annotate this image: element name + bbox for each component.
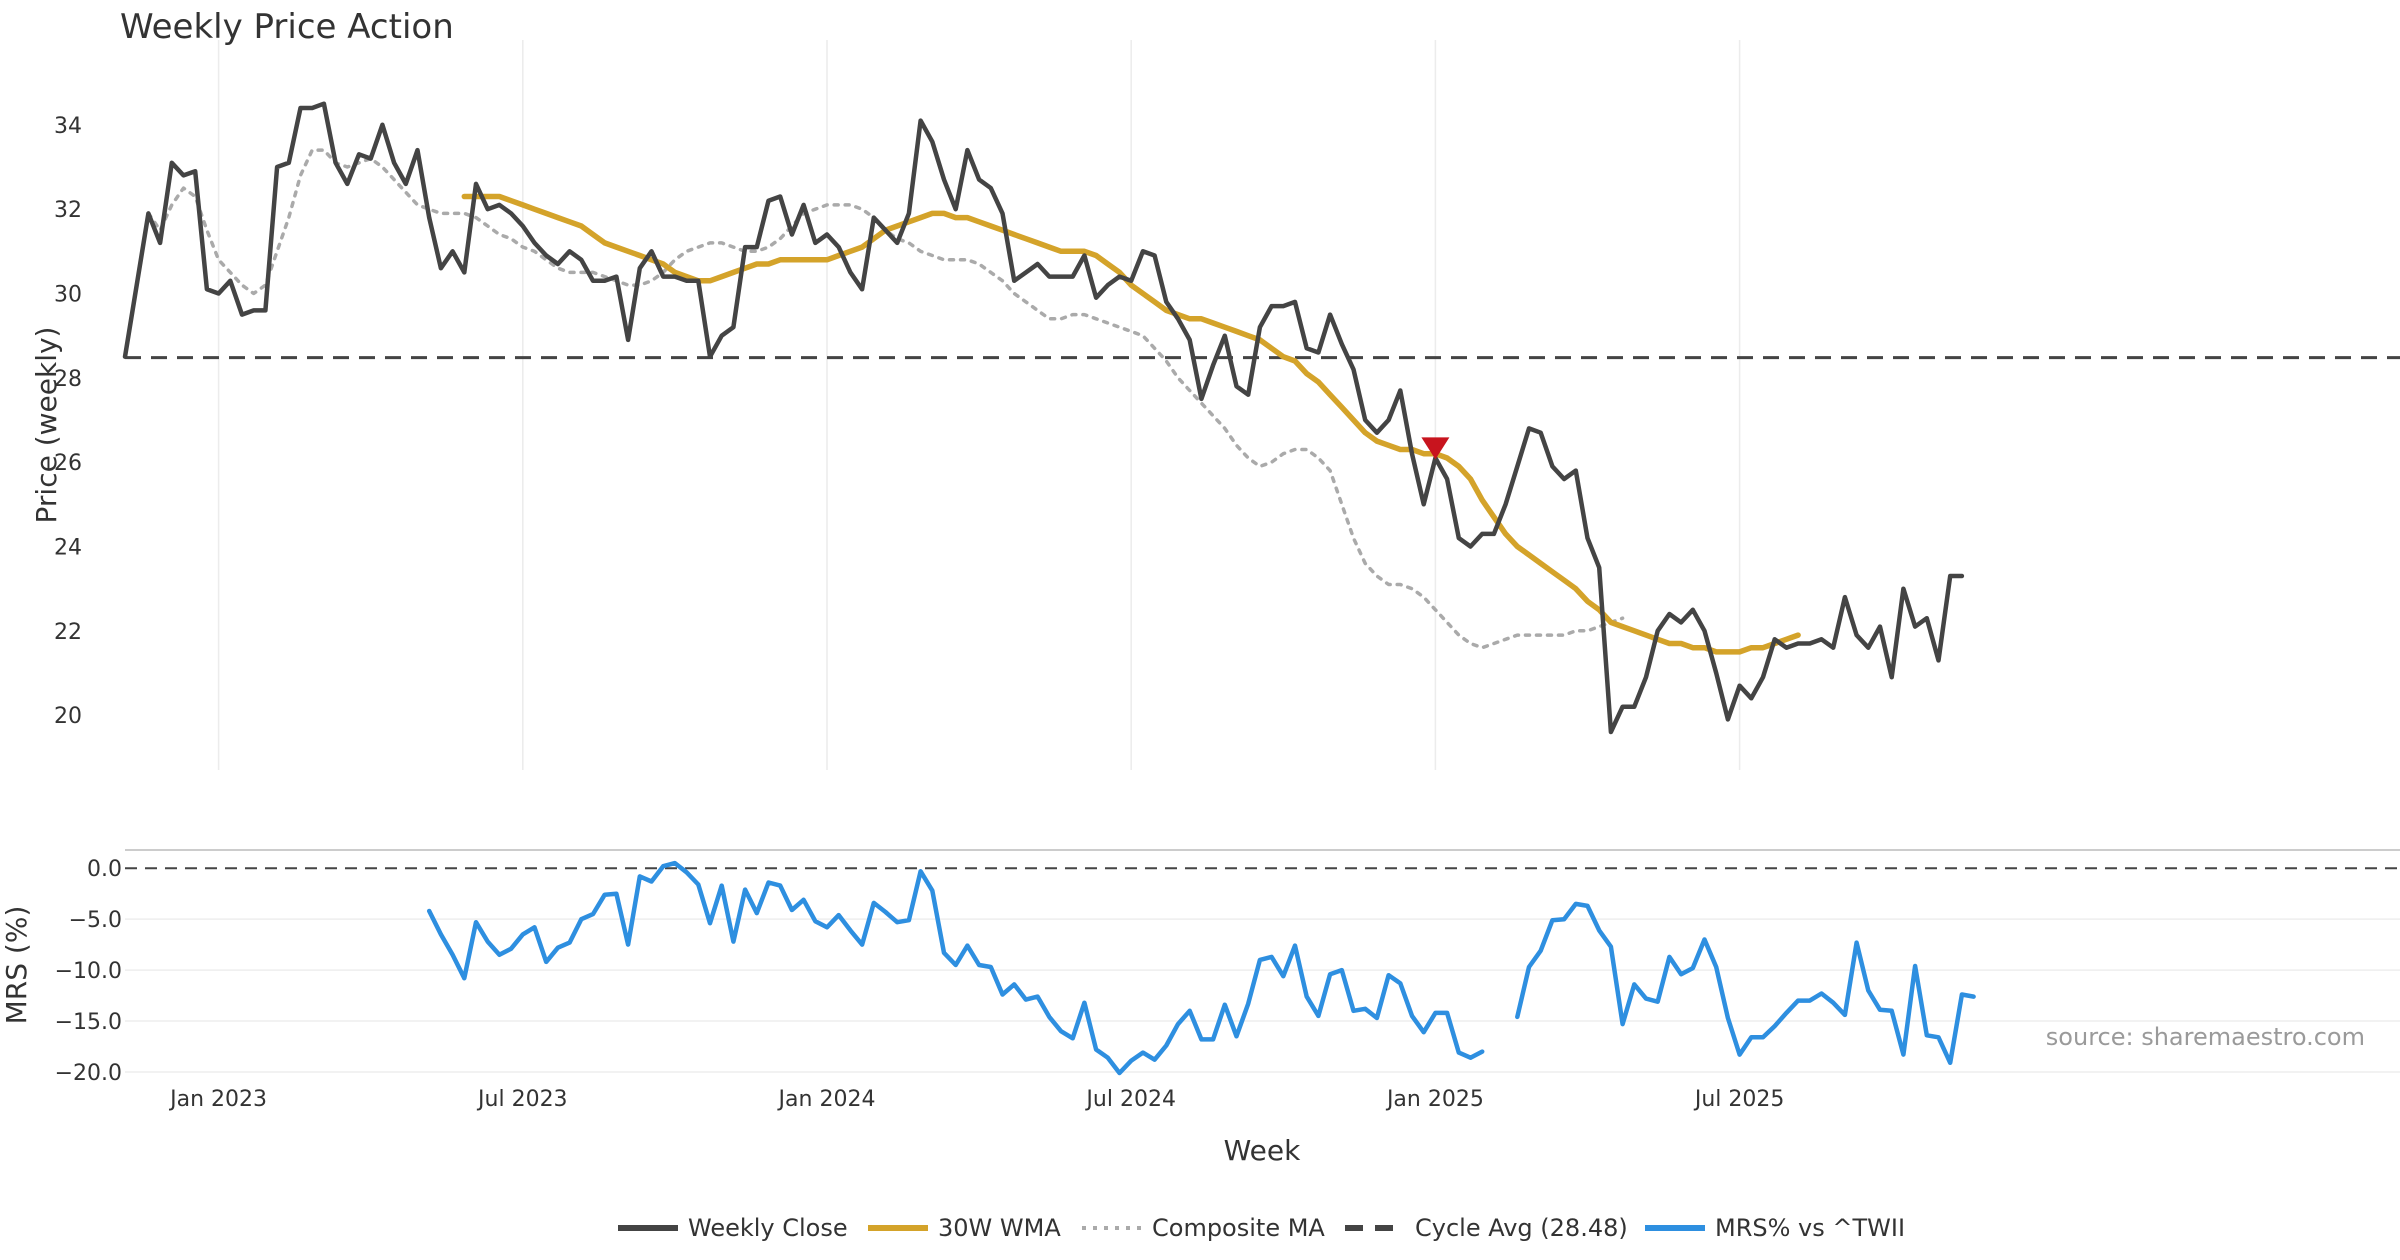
mrs-y-tick-label: −15.0 [55, 1010, 122, 1035]
x-ticks: Jan 2023 Jul 2023 Jan 2024 Jul 2024 Jan 2025… [168, 1087, 1784, 1112]
mrs-y-tick-label: 0.0 [87, 857, 122, 882]
price-y-tick-label: 22 [54, 620, 82, 645]
mrs-line-segment [1515, 901, 1976, 1066]
chart-legend: Weekly Close 30W WMA Composite MA Cycle Avg… [618, 1214, 1905, 1242]
mrs-y-tick-label: −10.0 [55, 959, 122, 984]
legend-label: Cycle Avg (28.48) [1415, 1214, 1628, 1242]
mrs-y-axis-title: MRS (%) [0, 906, 33, 1025]
price-series [122, 101, 2400, 735]
x-tick-label: Jan 2023 [168, 1087, 267, 1112]
mrs-series [125, 860, 2400, 1076]
price-y-tick-label: 28 [54, 367, 82, 392]
price-panel-gridlines [217, 40, 1741, 770]
price-y-tick-label: 30 [54, 282, 82, 307]
mrs-y-ticks: 0.0 −5.0 −10.0 −15.0 −20.0 [55, 857, 122, 1086]
price-y-tick-label: 24 [54, 536, 82, 561]
mrs-y-tick-label: −5.0 [69, 908, 122, 933]
legend-label: Composite MA [1152, 1214, 1325, 1242]
price-y-tick-label: 26 [54, 451, 82, 476]
price-y-axis-title: Price (weekly) [30, 327, 63, 524]
sell-signal-marker [1421, 437, 1450, 460]
price-y-tick-label: 32 [54, 198, 82, 223]
legend-label: 30W WMA [938, 1214, 1061, 1242]
x-tick-label: Jan 2024 [777, 1087, 876, 1112]
chart-title: Weekly Price Action [120, 7, 454, 47]
legend-label: MRS% vs ^TWII [1715, 1214, 1905, 1242]
price-y-tick-label: 34 [54, 114, 82, 139]
x-tick-label: Jan 2025 [1385, 1087, 1484, 1112]
mrs-line-segment [426, 860, 1485, 1076]
x-tick-label: Jul 2024 [1084, 1087, 1176, 1112]
price-y-ticks: 20 22 24 26 28 30 32 34 [54, 114, 82, 729]
source-label: source: sharemaestro.com [2046, 1023, 2365, 1051]
x-axis-title: Week [1224, 1134, 1301, 1167]
x-tick-label: Jul 2025 [1693, 1087, 1785, 1112]
mrs-y-tick-label: −20.0 [55, 1061, 122, 1086]
mrs-panel-gridlines [125, 918, 2400, 1073]
price-y-tick-label: 20 [54, 704, 82, 729]
legend-label: Weekly Close [688, 1214, 848, 1242]
weekly-close-line [122, 101, 1965, 735]
wma-30w-line [461, 193, 1801, 655]
x-tick-label: Jul 2023 [476, 1087, 568, 1112]
